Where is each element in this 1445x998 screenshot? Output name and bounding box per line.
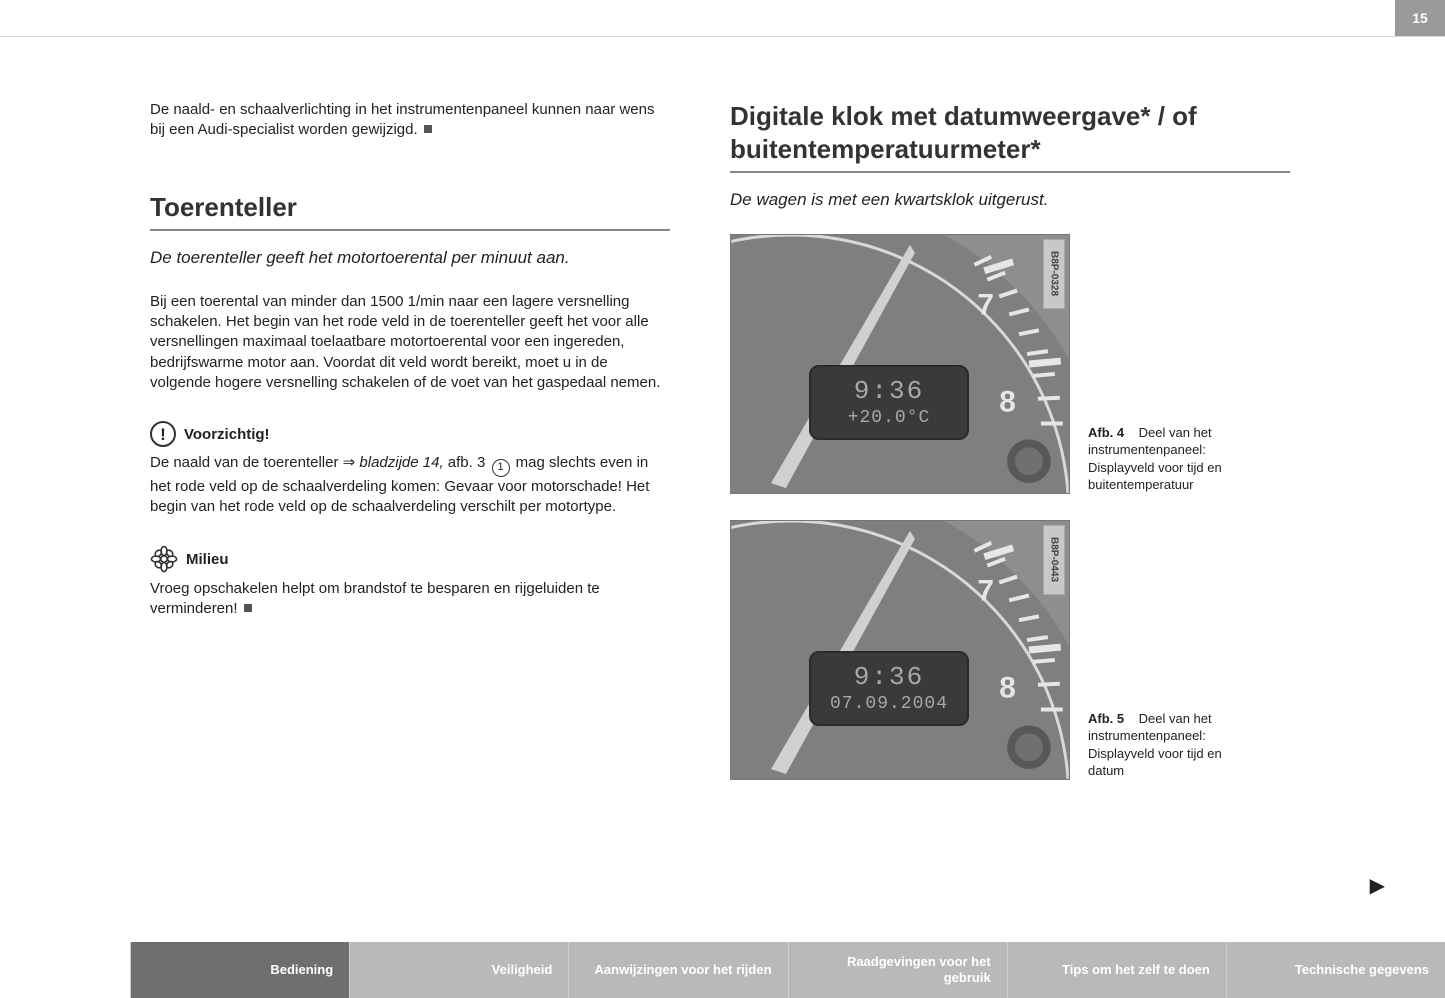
page-content: De naald- en schaalverlichting in het in… [150, 100, 1395, 908]
svg-text:7: 7 [977, 288, 994, 321]
ref-circle-1-icon: 1 [492, 459, 510, 477]
footer-tab-bediening[interactable]: Bediening [130, 942, 349, 998]
footer-tab-label: Raadgevingen voor het gebruik [805, 954, 991, 985]
lead-klok: De wagen is met een kwartsklok uitgerust… [730, 189, 1290, 212]
flower-icon [150, 545, 178, 573]
caution-icon: ! [150, 421, 176, 447]
lcd-date-2: 07.09.2004 [830, 694, 948, 714]
footer-tab-label: Technische gegevens [1295, 962, 1429, 978]
environment-head: Milieu [150, 545, 670, 573]
lcd-temp-1: +20.0°C [848, 408, 931, 428]
body-toerenteller: Bij een toerental van minder dan 1500 1/… [150, 292, 670, 393]
figure-5-caption: Afb. 5 Deel van het instrumentenpaneel: … [1088, 710, 1258, 780]
right-column: Digitale klok met datumweergave* / of bu… [730, 100, 1290, 908]
figure-block-4: 7 8 9:36 +20.0°C B8P-0328 Afb. 4 Deel va… [730, 234, 1290, 494]
footer-tabs: Bediening Veiligheid Aanwijzingen voor h… [0, 942, 1445, 998]
figure-4-image: 7 8 9:36 +20.0°C B8P-0328 [730, 234, 1070, 494]
figure-4-caption-lead: Afb. 4 [1088, 425, 1124, 440]
page-top-rule [0, 36, 1445, 37]
svg-text:8: 8 [999, 386, 1016, 419]
lcd-display-2: 9:36 07.09.2004 [809, 651, 969, 726]
environment-label: Milieu [186, 551, 229, 568]
page-number: 15 [1412, 10, 1428, 26]
footer-tab-label: Tips om het zelf te doen [1062, 962, 1210, 978]
footer-tab-veiligheid[interactable]: Veiligheid [349, 942, 568, 998]
figure-5-code: B8P-0443 [1043, 525, 1065, 595]
figure-4-caption: Afb. 4 Deel van het instrumentenpaneel: … [1088, 424, 1258, 494]
env-text: Vroeg opschakelen helpt om brandstof te … [150, 580, 600, 617]
caution-text-a: De naald van de toerenteller [150, 454, 343, 471]
end-marker-icon [244, 604, 252, 612]
figure-4-code: B8P-0328 [1043, 239, 1065, 309]
caution-ref: bladzijde 14, [359, 454, 443, 471]
footer-tab-aanwijzingen[interactable]: Aanwijzingen voor het rijden [568, 942, 787, 998]
section-heading-klok: Digitale klok met datumweergave* / of bu… [730, 100, 1290, 173]
caution-text-b: afb. 3 [448, 454, 490, 471]
page-number-tab: 15 [1395, 0, 1445, 36]
arrow-ref-icon: ⇒ [343, 454, 356, 471]
intro-paragraph: De naald- en schaalverlichting in het in… [150, 100, 670, 141]
lcd-time-1: 9:36 [854, 376, 924, 406]
figure-block-5: 7 8 9:36 07.09.2004 B8P-0443 Afb. 5 Deel… [730, 520, 1290, 780]
footer-tab-label: Veiligheid [492, 962, 553, 978]
figure-5-image: 7 8 9:36 07.09.2004 B8P-0443 [730, 520, 1070, 780]
continue-arrow-icon: ▶ [1370, 873, 1385, 898]
caution-text: De naald van de toerenteller ⇒ bladzijde… [150, 453, 670, 517]
footer-tab-label: Bediening [270, 962, 333, 978]
caution-callout: ! Voorzichtig! De naald van de toerentel… [150, 421, 670, 517]
environment-callout: Milieu Vroeg opschakelen helpt om brands… [150, 545, 670, 620]
gauge-illustration-icon: 7 8 [731, 521, 1069, 779]
footer-tab-tips[interactable]: Tips om het zelf te doen [1007, 942, 1226, 998]
caution-head: ! Voorzichtig! [150, 421, 670, 447]
lcd-display-1: 9:36 +20.0°C [809, 365, 969, 440]
intro-text: De naald- en schaalverlichting in het in… [150, 101, 655, 138]
lcd-time-2: 9:36 [854, 662, 924, 692]
footer-tab-technische[interactable]: Technische gegevens [1226, 942, 1445, 998]
gauge-illustration-icon: 7 8 [731, 235, 1069, 493]
environment-text: Vroeg opschakelen helpt om brandstof te … [150, 579, 670, 620]
caution-label: Voorzichtig! [184, 426, 270, 443]
section-heading-toerenteller: Toerenteller [150, 191, 670, 232]
end-marker-icon [424, 125, 432, 133]
footer-tab-label: Aanwijzingen voor het rijden [595, 962, 772, 978]
footer-tab-raadgevingen[interactable]: Raadgevingen voor het gebruik [788, 942, 1007, 998]
svg-text:8: 8 [999, 672, 1016, 705]
lead-toerenteller: De toerenteller geeft het motortoerental… [150, 247, 670, 270]
svg-text:7: 7 [977, 574, 994, 607]
left-column: De naald- en schaalverlichting in het in… [150, 100, 670, 908]
figure-5-caption-lead: Afb. 5 [1088, 711, 1124, 726]
